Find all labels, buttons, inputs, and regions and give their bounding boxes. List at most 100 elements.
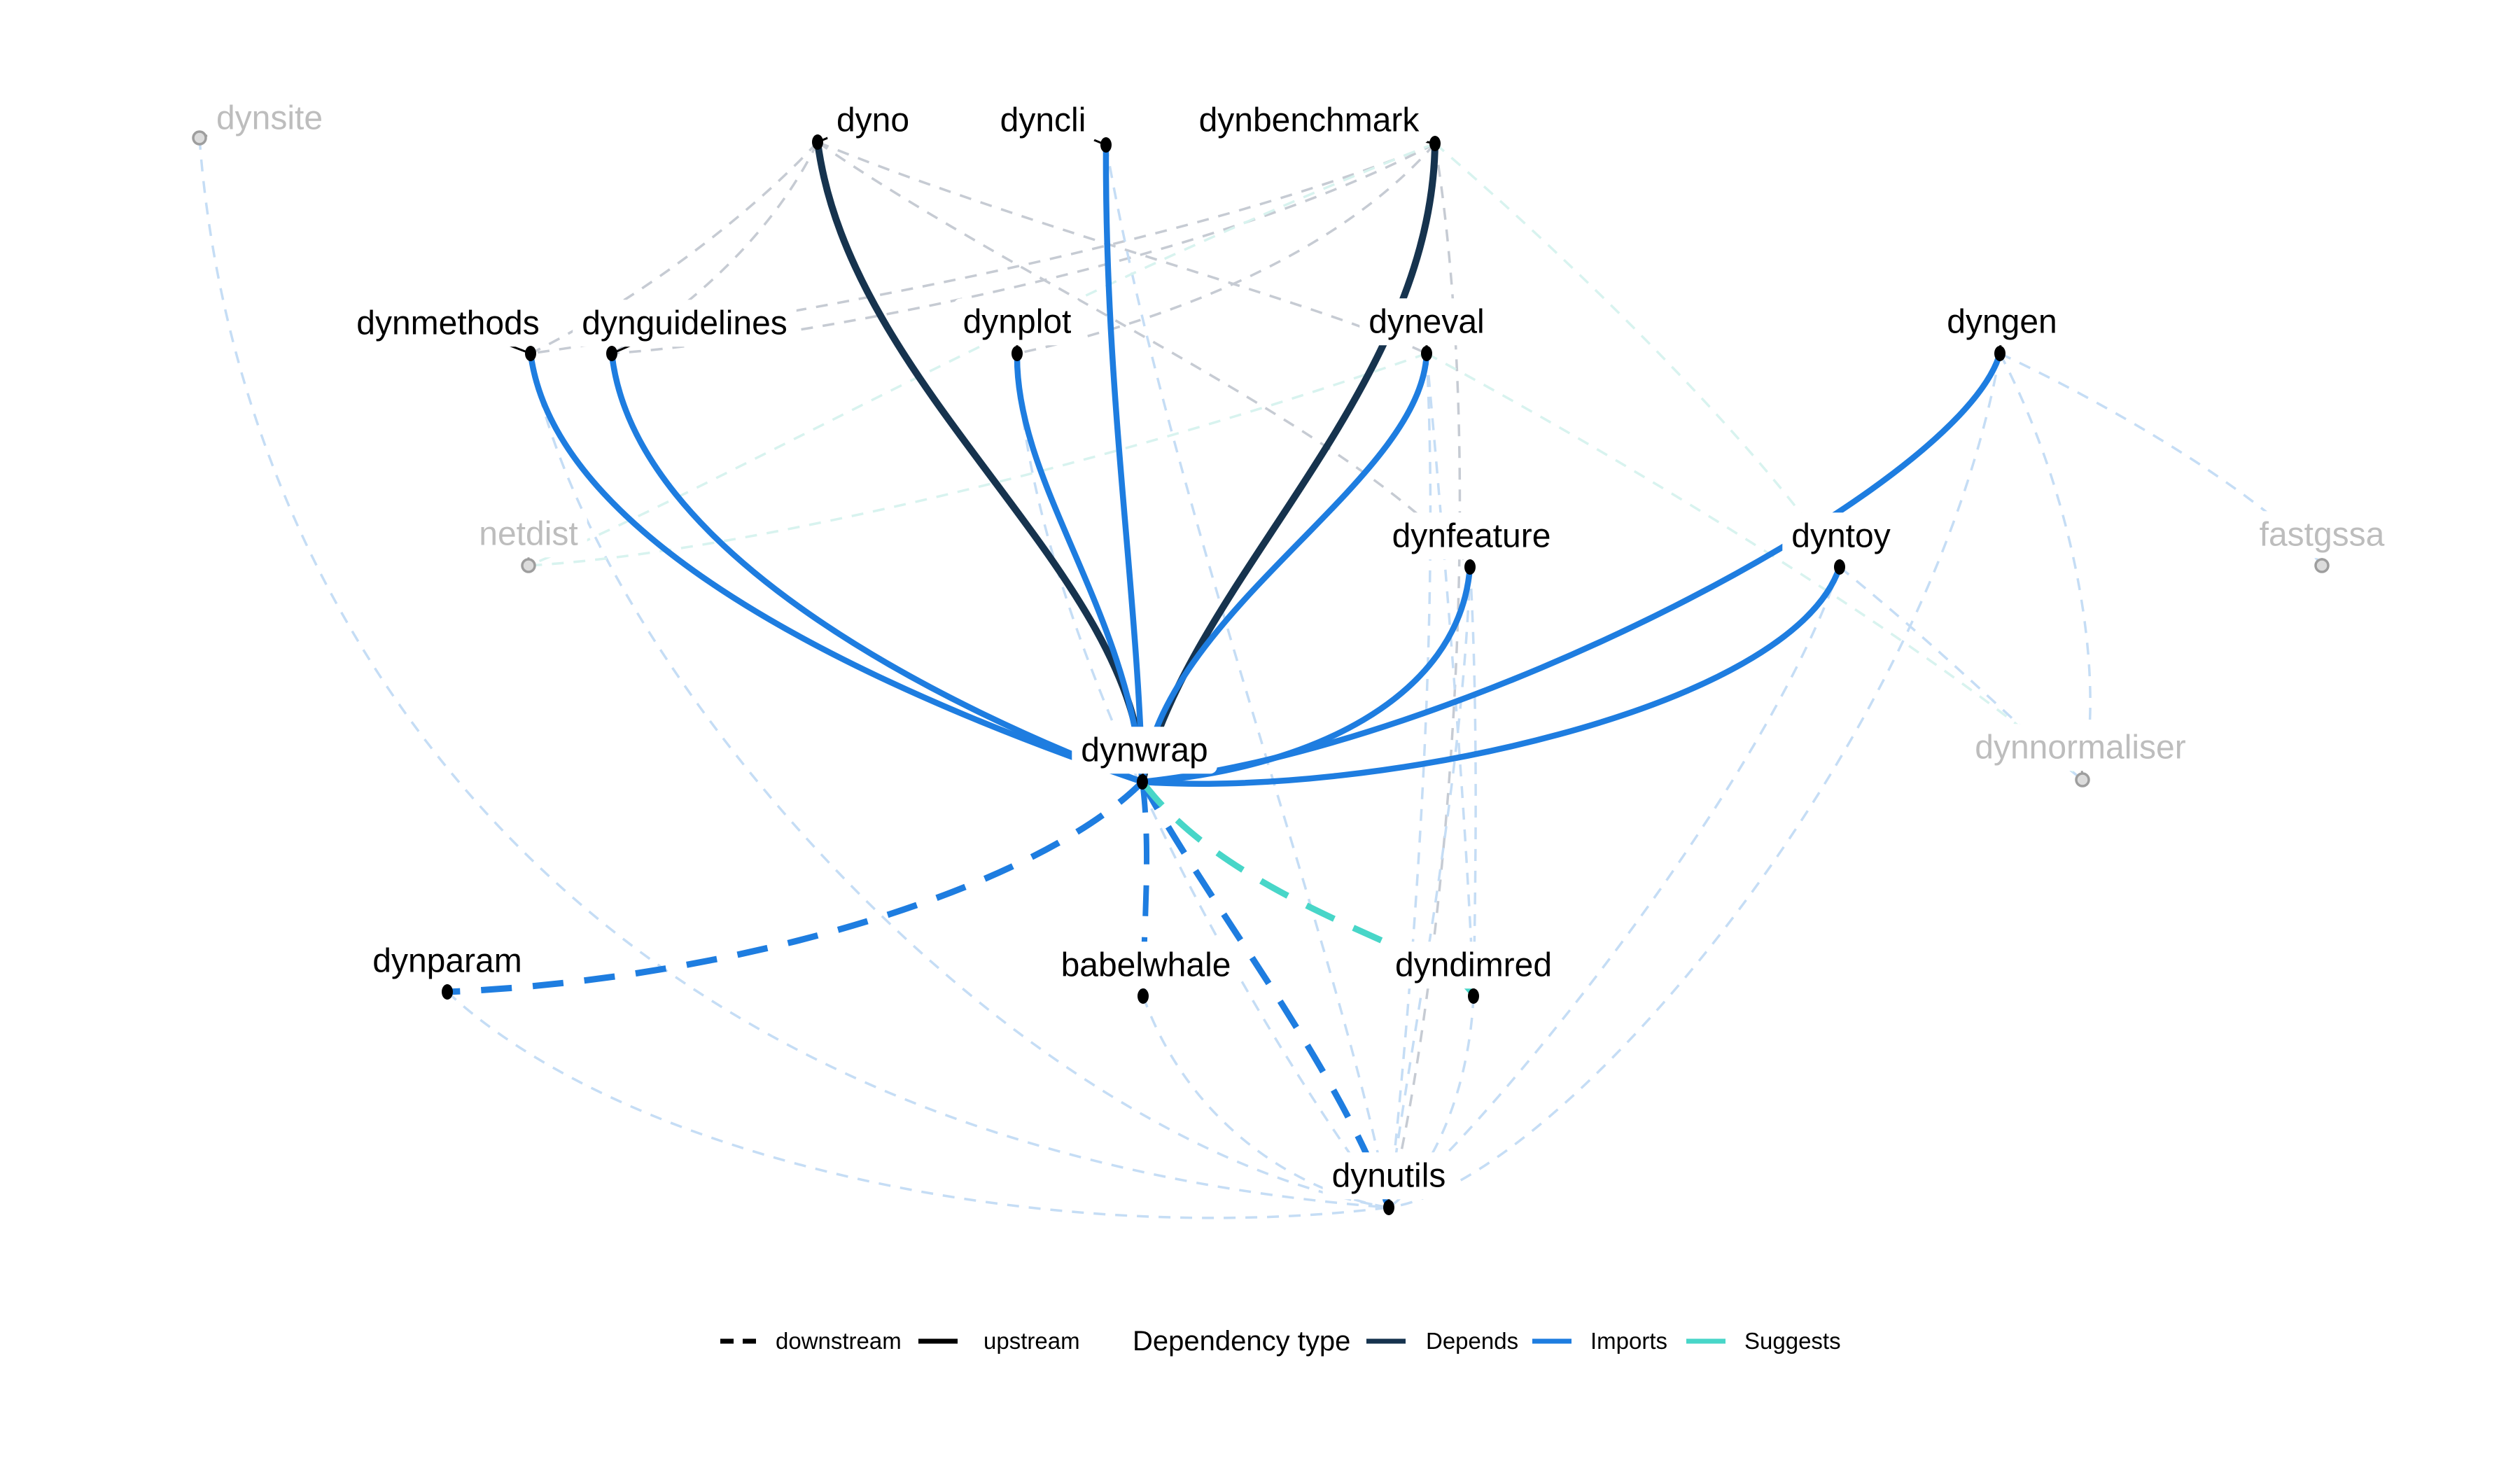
node-label-box-dynparam	[363, 937, 531, 985]
edge-dyno-dynwrap	[814, 141, 1146, 783]
edge-dynfeature-dynutils	[1387, 566, 1471, 1208]
node-dot-dynplot	[1011, 346, 1023, 361]
node-label-dyngen: dyngen	[1947, 303, 2057, 340]
edge-dynmethods-dynutils	[529, 353, 1390, 1209]
node-dots-layer	[192, 130, 2330, 1215]
edge-dyncli-dynwrap	[1102, 144, 1146, 783]
edge-dyno-dynmethods	[530, 141, 819, 355]
node-dot-dynfeature	[1464, 559, 1476, 575]
edge-dyngen-dynutils	[1388, 353, 2001, 1209]
node-dot-dyncli	[1100, 137, 1112, 153]
node-label-dynnormaliser: dynnormaliser	[1975, 729, 2185, 766]
edge-dynplot-dynutils	[1016, 353, 1390, 1209]
legend-label-suggests: Suggests	[1744, 1328, 1841, 1354]
edge-dyncli-dynutils	[1105, 144, 1390, 1208]
node-dot-dyneval	[1421, 346, 1432, 361]
edge-dynguidelines-dynwrap	[608, 353, 1144, 785]
node-label-box-dynsite	[206, 94, 332, 142]
edge-dyngen-dynwrap	[1142, 352, 2003, 785]
node-label-box-dyno	[827, 97, 919, 144]
node-dot-dynbenchmark	[1429, 136, 1441, 151]
edge-dyno-dynfeature	[816, 141, 1471, 568]
node-label-box-dynnormaliser	[1966, 724, 2195, 771]
node-label-dynmethods: dynmethods	[356, 304, 540, 342]
edge-dynsite-dynutils	[198, 137, 1390, 1209]
legend-title: Dependency type	[1133, 1326, 1350, 1357]
edge-dynparam-dynutils	[446, 990, 1390, 1219]
node-label-dyno: dyno	[836, 102, 909, 139]
edge-dynwrap-dynparam	[447, 779, 1145, 995]
node-label-dyntoy: dyntoy	[1791, 517, 1890, 554]
node-label-box-dyneval	[1359, 298, 1494, 346]
edge-dynbenchmark-dynplot	[1016, 142, 1436, 355]
node-label-box-dynutils	[1322, 1152, 1455, 1200]
node-label-box-dyngen	[1938, 298, 2066, 346]
edge-dynwrap-babelwhale	[1140, 781, 1150, 997]
node-dot-netdist	[521, 558, 536, 573]
legend-label-imports: Imports	[1590, 1328, 1667, 1354]
node-dot-dynnormaliser	[2075, 772, 2090, 788]
node-label-dynguidelines: dynguidelines	[582, 304, 788, 342]
edge-dyneval-dynwrap	[1139, 353, 1430, 783]
edge-dynmethods-dynwrap	[527, 353, 1144, 785]
node-dot-fastgssa	[2314, 558, 2330, 573]
legend-label-downstream: downstream	[776, 1328, 902, 1354]
node-dot-babelwhale	[1138, 988, 1149, 1004]
edge-dynplot-dynwrap	[1014, 353, 1146, 783]
node-label-box-fastgssa	[2250, 511, 2394, 559]
edge-dyneval-dynutils	[1387, 353, 1432, 1208]
node-label-box-dyntoy	[1782, 512, 1900, 560]
node-dot-dyntoy	[1834, 559, 1845, 575]
node-label-box-dynguidelines	[573, 300, 797, 347]
node-label-dynfeature: dynfeature	[1392, 517, 1551, 554]
edge-dyntoy-dynnormaliser	[1838, 566, 2084, 781]
node-labels-layer: dynsite dyno dyncli dynbenchmark dynmethods d…	[216, 99, 2385, 1194]
node-dot-dyno	[812, 134, 823, 150]
legend-label-upstream: upstream	[983, 1328, 1080, 1354]
node-label-dynwrap: dynwrap	[1081, 732, 1208, 769]
node-label-fastgssa: fastgssa	[2260, 516, 2385, 553]
node-label-dynplot: dynplot	[963, 303, 1072, 340]
node-dot-dynutils	[1383, 1200, 1394, 1215]
node-dot-dyngen	[1994, 346, 2005, 361]
node-label-box-babelwhale	[1051, 941, 1240, 989]
edge-dyneval-dyndimred	[1425, 353, 1475, 997]
node-label-box-dynmethods	[347, 300, 549, 347]
label-leader-lines-layer	[199, 115, 2323, 1208]
label-boxes-layer	[206, 94, 2394, 1200]
edge-dynbenchmark-dynwrap	[1139, 143, 1438, 783]
node-dot-dynsite	[192, 130, 207, 146]
node-dot-dyndimred	[1468, 988, 1479, 1004]
node-label-dyndimred: dyndimred	[1395, 946, 1552, 983]
edge-dynbenchmark-dyntoy	[1434, 142, 1841, 568]
node-dot-dynwrap	[1137, 774, 1148, 790]
edge-dyntoy-dynutils	[1387, 566, 1841, 1209]
edge-dynwrap-dynutils	[1140, 780, 1392, 1209]
node-dot-dynmethods	[525, 346, 536, 361]
node-label-babelwhale: babelwhale	[1061, 946, 1231, 983]
node-label-dynbenchmark: dynbenchmark	[1199, 102, 1420, 139]
node-label-box-dyncli	[990, 97, 1096, 144]
edge-dyntoy-dynwrap	[1142, 566, 1843, 787]
edge-dyngen-dynnormaliser	[1998, 353, 2092, 780]
node-label-box-dynwrap	[1072, 727, 1217, 774]
edge-dyneval-netdist	[528, 352, 1427, 567]
node-label-dynsite: dynsite	[216, 99, 323, 136]
node-label-box-dynfeature	[1382, 512, 1560, 560]
legend-label-depends: Depends	[1426, 1328, 1518, 1354]
node-label-dynutils: dynutils	[1332, 1157, 1446, 1194]
edge-dyno-dyneval	[817, 141, 1427, 355]
node-label-dyneval: dyneval	[1368, 303, 1484, 340]
edge-dynbenchmark-netdist	[528, 142, 1436, 567]
node-label-box-dyndimred	[1385, 941, 1562, 989]
node-label-box-dynplot	[953, 298, 1081, 346]
node-label-box-dynbenchmark	[1189, 97, 1429, 144]
node-label-dyncli: dyncli	[1000, 102, 1086, 139]
node-label-box-netdist	[470, 510, 587, 558]
edge-dynfeature-dyndimred	[1469, 566, 1477, 997]
node-dot-dynguidelines	[606, 346, 617, 361]
node-dot-dynparam	[442, 984, 453, 1000]
node-label-netdist: netdist	[479, 515, 578, 552]
